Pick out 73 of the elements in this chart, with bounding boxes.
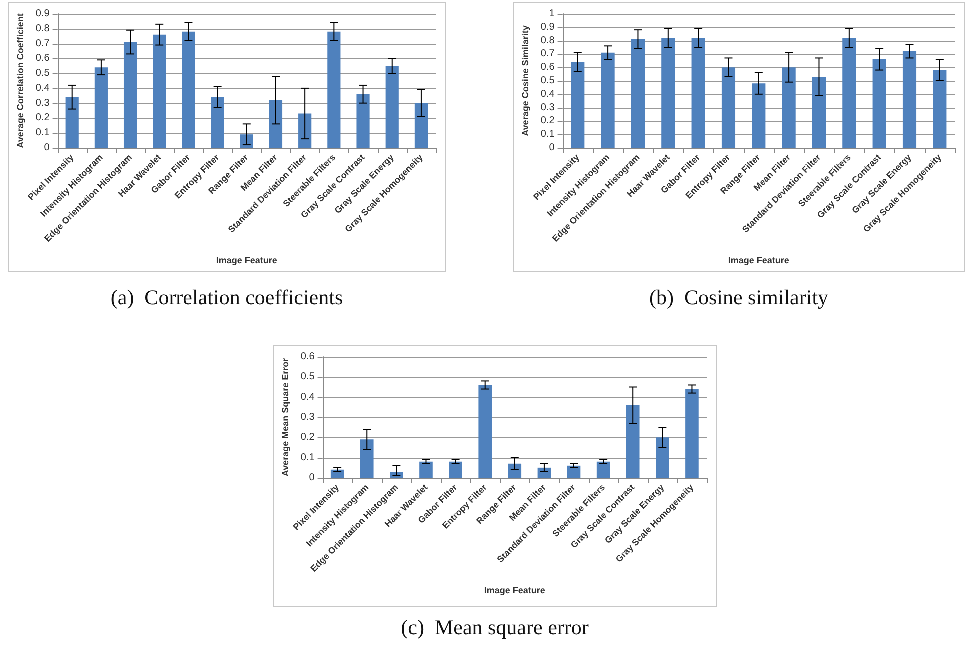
y-tick-label: 0.6 xyxy=(540,62,556,74)
bar xyxy=(631,39,646,148)
bar xyxy=(596,462,610,478)
y-tick-label: 0.2 xyxy=(540,116,556,127)
y-axis-title: Average Mean Square Error xyxy=(280,358,290,477)
bar xyxy=(449,462,462,478)
x-axis-title: Image Feature xyxy=(216,256,278,266)
y-tick-label: 0 xyxy=(44,142,50,154)
y-tick-label: 0.1 xyxy=(36,128,50,139)
text: (c) Mean square error xyxy=(401,616,589,640)
y-tick-label: 0.3 xyxy=(300,412,316,423)
y-tick-label: 0.2 xyxy=(36,112,50,124)
text: (b) Cosine similarity xyxy=(649,286,830,310)
bar xyxy=(153,34,166,148)
y-tick-label: 0.5 xyxy=(36,68,50,80)
y-tick-label: 0.1 xyxy=(540,129,556,140)
y-tick-label: 1 xyxy=(549,8,556,20)
y-tick-label: 0.7 xyxy=(36,38,50,50)
bar xyxy=(356,94,370,148)
bar xyxy=(626,405,640,478)
y-tick-label: 0 xyxy=(549,142,556,154)
y-tick-label: 0.8 xyxy=(540,35,556,46)
bar xyxy=(360,440,374,478)
bar xyxy=(933,70,947,148)
bar xyxy=(211,97,224,148)
y-tick-label: 0.8 xyxy=(36,23,50,34)
bar xyxy=(842,38,856,148)
bar xyxy=(328,32,341,148)
bar xyxy=(812,76,826,148)
y-axis-title: Average Correlation Coefficient xyxy=(16,14,26,148)
bar xyxy=(872,60,886,148)
bar xyxy=(722,68,736,148)
y-tick-label: 0.4 xyxy=(540,88,556,100)
y-tick-label: 0.1 xyxy=(300,452,316,464)
bar xyxy=(414,103,428,148)
bar xyxy=(269,100,283,148)
bar xyxy=(902,52,917,148)
y-tick-label: 0.3 xyxy=(540,102,556,114)
bar xyxy=(66,97,79,148)
bar xyxy=(656,438,670,478)
bar xyxy=(478,385,492,478)
y-tick-label: 0.4 xyxy=(36,82,50,94)
bar xyxy=(686,389,699,478)
bar xyxy=(94,68,108,148)
y-tick-label: 0.6 xyxy=(36,53,50,64)
bar xyxy=(662,38,676,148)
text: (a) Correlation coefficients xyxy=(110,286,344,310)
y-tick-label: 0.6 xyxy=(300,352,316,362)
bar xyxy=(330,470,344,478)
bar xyxy=(182,32,196,148)
bar xyxy=(420,462,433,478)
bar xyxy=(752,84,766,148)
y-tick-label: 0.4 xyxy=(300,392,316,403)
bar xyxy=(298,114,312,148)
y-tick-label: 0.9 xyxy=(540,22,556,33)
bar xyxy=(567,466,581,478)
y-tick-label: 0.9 xyxy=(36,8,50,20)
bar xyxy=(571,62,585,148)
bar xyxy=(782,68,796,148)
bar xyxy=(508,464,522,478)
x-axis-title: Image Feature xyxy=(484,586,546,596)
y-axis-title: Average Cosine Similarity xyxy=(520,26,530,136)
y-tick-label: 0 xyxy=(309,472,316,484)
bar xyxy=(601,52,615,148)
bar xyxy=(124,42,138,148)
bar xyxy=(692,38,706,148)
y-tick-label: 0.7 xyxy=(540,48,556,60)
y-tick-label: 0.5 xyxy=(300,372,316,383)
y-tick-label: 0.5 xyxy=(540,76,556,86)
bar xyxy=(386,66,399,148)
x-axis-title: Image Feature xyxy=(728,256,790,266)
y-tick-label: 0.3 xyxy=(36,98,50,109)
y-tick-label: 0.2 xyxy=(300,432,316,444)
